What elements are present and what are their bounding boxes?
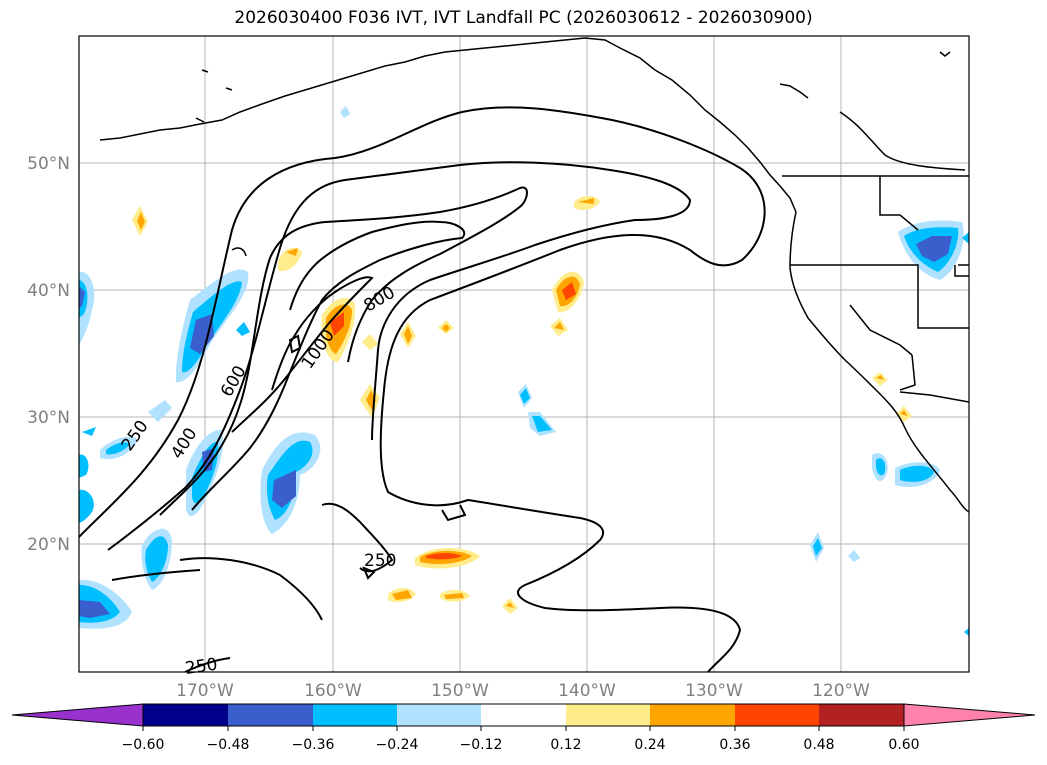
map-frame <box>78 35 970 673</box>
colorbar-tick-label: 0.60 <box>888 737 919 753</box>
colorbar-bin <box>481 704 566 726</box>
lon-label: 170°W <box>176 681 234 701</box>
ivt-contours <box>79 106 766 672</box>
colorbar-tick-label: 0.12 <box>550 737 581 753</box>
lat-label: 50°N <box>27 154 70 174</box>
colorbar-extend-min <box>11 703 144 727</box>
colorbar-tick-label: −0.24 <box>376 737 419 753</box>
contour-label-250-bottom: 250 <box>184 655 219 679</box>
colorbar-bin <box>313 704 397 726</box>
colorbar-tick-label: −0.60 <box>122 737 165 753</box>
colorbar-tick-label: −0.48 <box>207 737 250 753</box>
colorbar: −0.60 −0.48 −0.36 −0.24 −0.12 0.12 0.24 … <box>11 703 1036 753</box>
colorbar-bin <box>397 704 481 726</box>
lon-label: 160°W <box>304 681 362 701</box>
map-title: 2026030400 F036 IVT, IVT Landfall PC (20… <box>234 8 813 28</box>
map-panel <box>79 36 969 672</box>
pc-negative-shading <box>79 106 969 636</box>
lon-label: 150°W <box>431 681 489 701</box>
lon-label: 130°W <box>685 681 743 701</box>
colorbar-tick-label: −0.12 <box>460 737 503 753</box>
colorbar-tick-label: 0.24 <box>634 737 665 753</box>
contour-label-250-south: 250 <box>364 551 396 571</box>
colorbar-bin <box>650 704 735 726</box>
pc-positive-shading <box>132 196 912 614</box>
colorbar-tick-label: 0.48 <box>803 737 834 753</box>
colorbar-tick-label: 0.36 <box>719 737 750 753</box>
lon-label: 140°W <box>558 681 616 701</box>
colorbar-bin <box>228 704 313 726</box>
lat-label: 20°N <box>27 535 70 555</box>
colorbar-tick-label: −0.36 <box>292 737 335 753</box>
lat-labels: 50°N 40°N 30°N 20°N <box>27 154 70 555</box>
colorbar-bin <box>143 704 228 726</box>
lon-labels: 170°W 160°W 150°W 140°W 130°W 120°W <box>176 681 870 701</box>
colorbar-extend-max <box>903 703 1036 727</box>
colorbar-bin <box>566 704 650 726</box>
colorbar-bin <box>819 704 904 726</box>
lat-label: 40°N <box>27 281 70 301</box>
colorbar-bin <box>735 704 819 726</box>
lon-label: 120°W <box>812 681 870 701</box>
coastlines <box>99 37 969 513</box>
lat-label: 30°N <box>27 408 70 428</box>
